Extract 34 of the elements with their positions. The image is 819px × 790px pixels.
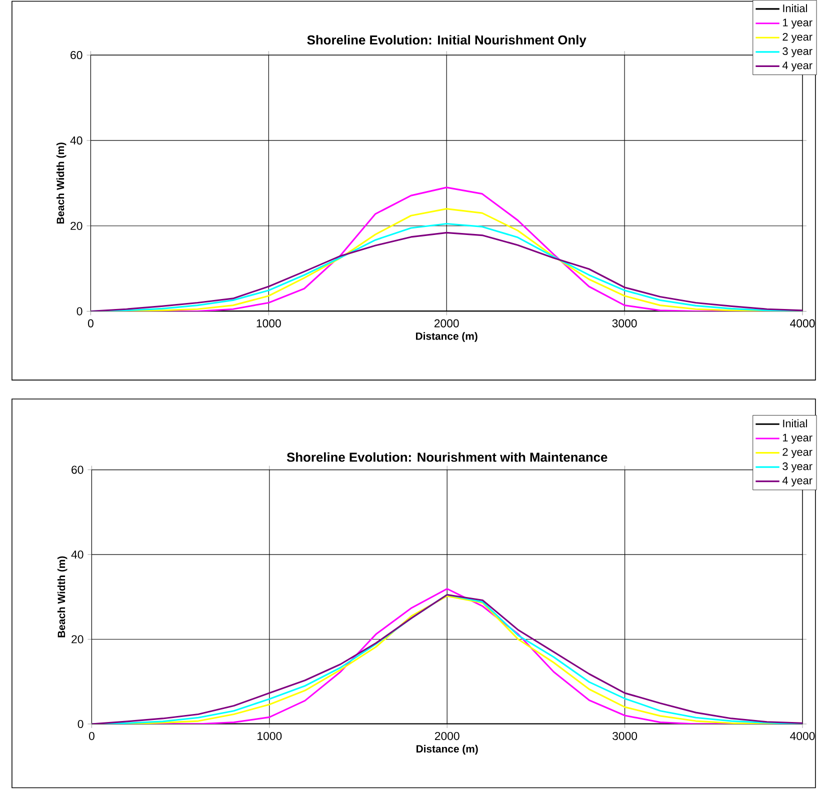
y-tick-label: 60 [72,466,84,474]
chart-title: Shoreline Evolution: Nourishment with Maintenance [286,452,608,462]
legend-label: 1 year [782,434,812,444]
x-tick-label: 0 [88,732,94,740]
x-tick-label: 3000 [612,319,637,328]
x-tick-label: 1000 [256,319,281,328]
y-tick-label: 0 [78,720,84,728]
chart-title: Shoreline Evolution: Initial Nourishment Only [307,35,586,48]
legend-label: 3 year [782,462,812,472]
legend-label: Initial [783,419,807,428]
y-tick-label: 20 [72,635,84,644]
legend-label: Initial [783,4,807,12]
x-axis-title: Distance (m) [416,745,478,755]
legend-label: 2 year [782,33,812,43]
y-tick-label: 60 [70,51,82,60]
y-tick-label: 40 [70,136,82,145]
legend-label: 2 year [782,448,812,458]
x-tick-label: 1000 [258,732,282,740]
y-tick-label: 40 [71,550,84,559]
y-tick-label: 20 [70,222,82,230]
x-tick-label: 2000 [434,319,459,328]
legend-label: 1 year [783,18,812,29]
x-axis-title: Distance (m) [416,332,478,342]
legend-label: 4 year [782,62,812,72]
x-tick-label: 2000 [434,732,460,740]
x-tick-label: 3000 [612,732,638,740]
legend-label: 4 year [782,476,812,487]
x-tick-label: 0 [88,319,94,328]
x-tick-label: 4000 [790,319,815,328]
y-axis-title: Beach Width (m) [57,556,68,638]
x-tick-label: 4000 [790,732,815,740]
y-axis-title: Beach Width (m) [56,142,66,224]
legend-label: 3 year [782,47,812,58]
y-tick-label: 0 [76,307,82,316]
